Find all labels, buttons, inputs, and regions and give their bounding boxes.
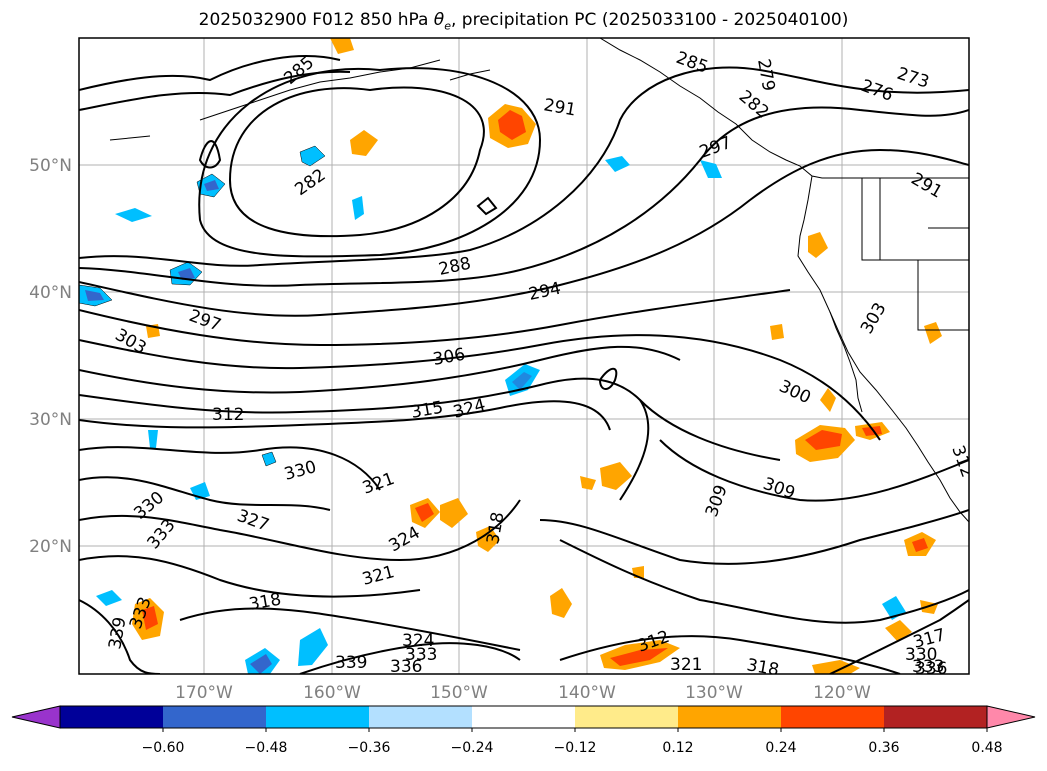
svg-text:333: 333 — [912, 657, 944, 677]
svg-text:321: 321 — [670, 655, 702, 675]
svg-text:330: 330 — [905, 645, 937, 665]
colorbar-tick-label: −0.24 — [451, 740, 494, 756]
title-level: 850 hPa — [359, 10, 429, 30]
colorbar-segment — [472, 706, 576, 728]
colorbar-tick-label: 0.48 — [971, 740, 1002, 756]
colorbar-segment — [163, 706, 267, 728]
lon-label-140w: 140°W — [558, 683, 616, 703]
latitude-labels: 50°N 40°N 30°N 20°N — [29, 156, 72, 557]
svg-text:333: 333 — [405, 645, 437, 665]
map-frame — [78, 37, 970, 675]
precip-negative-patches — [79, 145, 906, 674]
svg-text:336: 336 — [915, 659, 947, 679]
title-variable: θe — [433, 10, 451, 33]
colorbar-segment — [575, 706, 679, 728]
svg-text:324: 324 — [402, 631, 434, 651]
colorbar-extend-high — [986, 705, 1036, 729]
colorbar-segment — [266, 706, 370, 728]
longitude-labels: 170°W 160°W 150°W 140°W 130°W 120°W — [175, 683, 871, 703]
svg-text:318: 318 — [745, 655, 780, 680]
lon-label-120w: 120°W — [813, 683, 871, 703]
lon-label-170w: 170°W — [175, 683, 233, 703]
colorbar-tick-label: 0.36 — [868, 740, 899, 756]
colorbar-tick-label: 0.12 — [662, 740, 693, 756]
colorbar-segment — [678, 706, 782, 728]
lat-label-40n: 40°N — [29, 283, 72, 303]
lat-label-20n: 20°N — [29, 537, 72, 557]
colorbar-extend-low — [11, 705, 61, 729]
colorbar: −0.60 −0.48 −0.36 −0.24 −0.12 0.12 0.24 0.36 0.4… — [11, 705, 1036, 756]
svg-text:312: 312 — [212, 405, 244, 425]
colorbar-tick-label: −0.60 — [142, 740, 185, 756]
lon-label-150w: 150°W — [430, 683, 488, 703]
colorbar-frame — [59, 705, 988, 729]
title-run: 2025032900 — [198, 10, 307, 30]
title-description: , precipitation PC (2025033100 - 2025040… — [450, 10, 849, 30]
svg-text:336: 336 — [390, 657, 422, 677]
map-title: 2025032900 F012 850 hPa θe, precipitatio… — [0, 10, 1047, 32]
lat-label-30n: 30°N — [29, 410, 72, 430]
lat-label-50n: 50°N — [29, 156, 72, 176]
colorbar-segment — [884, 706, 988, 728]
colorbar-tick-label: −0.48 — [245, 740, 288, 756]
colorbar-tick-label: 0.24 — [765, 740, 796, 756]
colorbar-tick-label: −0.36 — [348, 740, 391, 756]
colorbar-segment — [369, 706, 473, 728]
lon-label-130w: 130°W — [685, 683, 743, 703]
precip-positive-patches — [132, 38, 942, 674]
lon-label-160w: 160°W — [303, 683, 361, 703]
graticule — [79, 38, 969, 674]
svg-text:339: 339 — [335, 653, 367, 673]
title-forecast: F012 — [312, 10, 355, 30]
theta-e-contours — [79, 55, 969, 674]
colorbar-segment — [781, 706, 885, 728]
colorbar-tick-label: −0.12 — [554, 740, 597, 756]
colorbar-segment — [60, 706, 164, 728]
